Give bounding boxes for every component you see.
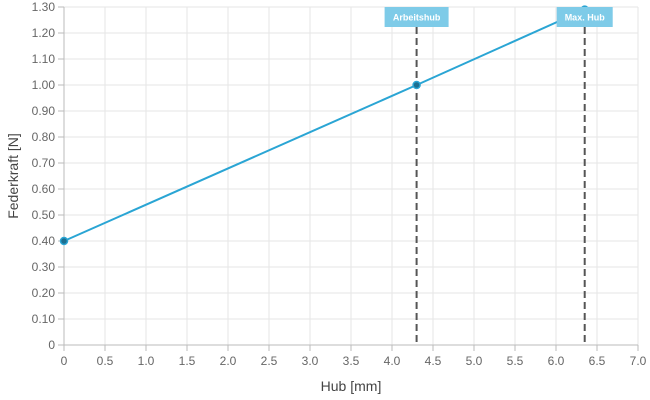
x-tick-label: 7.0 <box>630 354 647 368</box>
x-tick-label: 1.5 <box>179 354 196 368</box>
y-tick-label: 1.00 <box>32 78 56 92</box>
y-tick-label: 0.70 <box>32 156 56 170</box>
annotation-box <box>556 7 613 27</box>
x-tick-label: 4.5 <box>425 354 442 368</box>
x-tick-label: 5.0 <box>466 354 483 368</box>
x-tick-label: 0.5 <box>97 354 114 368</box>
x-tick-label: 3.0 <box>302 354 319 368</box>
series-line <box>63 8 586 242</box>
annotation-lines <box>415 27 586 345</box>
x-tick-label: 3.5 <box>343 354 360 368</box>
x-tick-label: 0 <box>61 354 68 368</box>
data-point[interactable] <box>59 236 69 246</box>
y-tick-label: 0.90 <box>32 104 56 118</box>
annotation-box <box>384 7 449 27</box>
y-tick-label: 0.40 <box>32 234 56 248</box>
series-layer <box>59 5 589 246</box>
y-axis-title: Federkraft [N] <box>5 133 21 219</box>
y-tick-label: 0.30 <box>32 260 56 274</box>
y-tick-label: 1.30 <box>32 0 56 14</box>
x-tick-label: 2.5 <box>261 354 278 368</box>
y-tick-label: 0.50 <box>32 208 56 222</box>
y-tick-label: 1.10 <box>32 52 56 66</box>
annotation-labels: Arbeitshub Max. Hub <box>384 7 613 27</box>
axes <box>58 6 639 351</box>
x-tick-label: 5.5 <box>507 354 524 368</box>
x-tick-labels: 0 0.5 1.0 1.5 2.0 2.5 3.0 3.5 4.0 4.5 5.0 5.5 6.0 6.5… <box>61 354 647 368</box>
y-tick-labels: 0 0.10 0.20 0.30 0.40 0.50 0.60 0.70 0.80 0.90 1.0… <box>32 0 56 352</box>
x-tick-label: 6.0 <box>548 354 565 368</box>
y-tick-label: 0 <box>48 338 55 352</box>
grid <box>63 6 639 346</box>
y-tick-label: 0.80 <box>32 130 56 144</box>
annotation-label: Arbeitshub <box>393 13 441 23</box>
y-tick-label: 1.20 <box>32 26 56 40</box>
y-tick-label: 0.10 <box>32 312 56 326</box>
annotation-label: Max. Hub <box>565 13 606 23</box>
x-tick-label: 6.5 <box>589 354 606 368</box>
x-tick-label: 4.0 <box>384 354 401 368</box>
x-tick-label: 1.0 <box>138 354 155 368</box>
x-tick-label: 2.0 <box>220 354 237 368</box>
y-tick-label: 0.20 <box>32 286 56 300</box>
data-point[interactable] <box>412 80 421 90</box>
y-tick-label: 0.60 <box>32 182 56 196</box>
x-axis-title: Hub [mm] <box>321 378 382 394</box>
